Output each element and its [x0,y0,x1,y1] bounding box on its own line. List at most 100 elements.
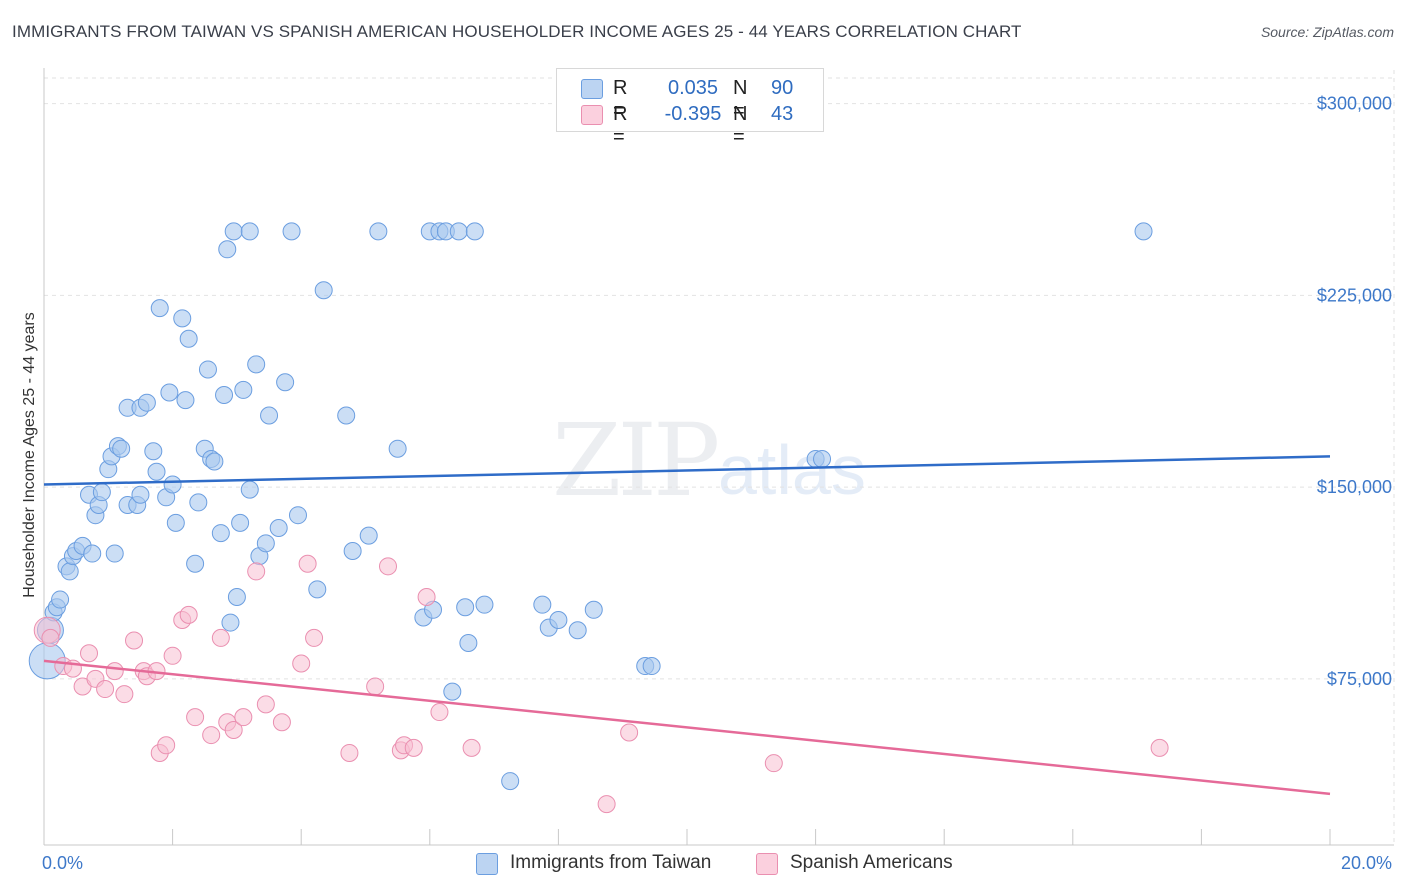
legend-r-label: R = [613,103,628,148]
taiwan-point [147,462,166,481]
taiwan-point [221,613,240,632]
taiwan-point [260,406,279,425]
spanish-point [256,695,275,714]
taiwan-point [198,360,217,379]
legend-r-label: R = [613,77,628,122]
spanish-point [404,738,423,757]
taiwan-point [112,439,131,458]
trend-line-taiwan [43,455,1331,486]
taiwan-point [642,657,661,676]
spanish-point [417,588,436,607]
spanish-point [80,644,99,663]
grid-lines [44,70,1395,845]
taiwan-point [288,506,307,525]
legend-n-value: 43 [771,103,794,125]
taiwan-point [186,554,205,573]
taiwan-point [231,513,250,532]
taiwan-point [549,611,568,630]
taiwan-point [163,475,182,494]
spanish-point [620,723,639,742]
taiwan-point [314,281,333,300]
legend-r-value: 0.035 [667,77,719,99]
spanish-point [379,557,398,576]
spanish-point [1150,738,1169,757]
x-tick-label: 0.0% [42,853,83,873]
spanish-point [157,736,176,755]
taiwan-point [166,513,185,532]
taiwan-point [240,480,259,499]
taiwan-point [83,544,102,563]
y-tick-label: $150,000 [1317,477,1392,497]
taiwan-point [218,240,237,259]
spanish-point [305,628,324,647]
spanish-point [186,708,205,727]
legend-swatch-taiwan [581,79,603,99]
taiwan-point [337,406,356,425]
spanish-point [163,646,182,665]
watermark-zip: ZIP [552,402,720,519]
spanish-point [224,720,243,739]
x-tick-label: 20.0% [1341,853,1392,873]
taiwan-point [359,526,378,545]
legend-label-taiwan: Immigrants from Taiwan [510,852,712,873]
taiwan-point [568,621,587,640]
legend-n-label: N = [733,103,748,148]
series-spanish-points [33,554,1169,814]
taiwan-point [475,595,494,614]
spanish-point [234,708,253,727]
taiwan-point [205,452,224,471]
taiwan-point [459,634,478,653]
taiwan-point [282,222,301,241]
taiwan-point [215,386,234,405]
spanish-point [202,726,221,745]
taiwan-point [144,442,163,461]
taiwan-point [533,595,552,614]
legend-label-spanish: Spanish Americans [790,852,953,873]
taiwan-point [388,439,407,458]
source-credit: Source: ZipAtlas.com [1260,24,1394,40]
legend-n-label: N = [733,77,748,122]
taiwan-point [308,580,327,599]
axes [43,68,1394,846]
spanish-point [211,628,230,647]
taiwan-point [227,588,246,607]
taiwan-point [137,393,156,412]
spanish-point [462,738,481,757]
taiwan-point [160,383,179,402]
taiwan-point [211,524,230,543]
spanish-point [430,703,449,722]
taiwan-point [173,309,192,328]
taiwan-point [584,600,603,619]
spanish-point [272,713,291,732]
spanish-point [366,677,385,696]
legend-r-value: -0.395 [664,103,722,125]
chart-title: IMMIGRANTS FROM TAIWAN VS SPANISH AMERIC… [12,22,1022,41]
spanish-point [105,662,124,681]
y-tick-label: $75,000 [1327,669,1392,689]
tick-labels: $75,000 $150,000 $225,000 $300,000 0.0% 20.0% [42,94,1392,873]
spanish-point [179,605,198,624]
series-taiwan-points [28,222,1153,791]
spanish-point [764,754,783,773]
trend-line-spanish [43,659,1331,796]
taiwan-point [465,222,484,241]
taiwan-point [179,329,198,348]
taiwan-point [1134,222,1153,241]
y-tick-label: $225,000 [1317,285,1392,305]
taiwan-point [256,534,275,553]
taiwan-point [240,222,259,241]
spanish-point [340,743,359,762]
spanish-point [115,685,134,704]
taiwan-point [224,222,243,241]
taiwan-point [443,682,462,701]
spanish-point [96,680,115,699]
spanish-point [41,628,60,647]
spanish-point [597,795,616,814]
legend-swatch-taiwan [476,853,498,875]
taiwan-point [276,373,295,392]
taiwan-point [105,544,124,563]
taiwan-point [813,449,832,468]
taiwan-point [234,380,253,399]
taiwan-point [456,598,475,617]
